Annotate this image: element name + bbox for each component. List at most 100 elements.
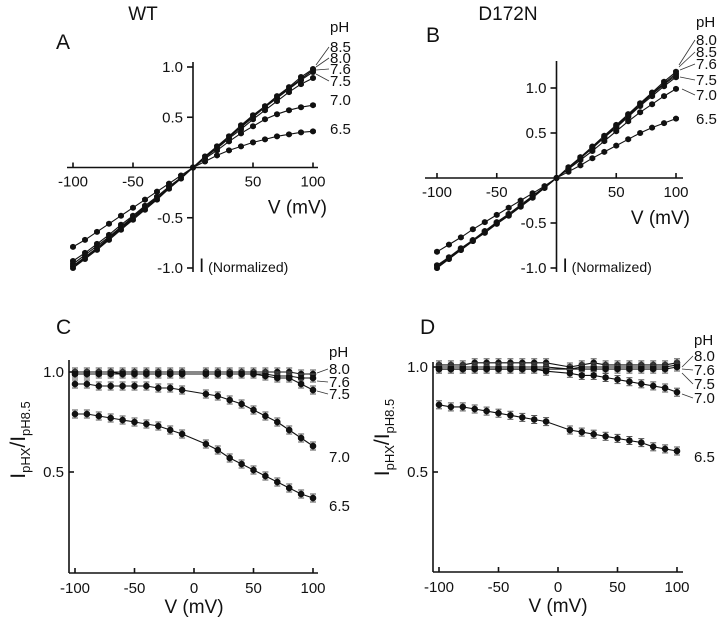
panel-a-y-tick-label: 0.5 bbox=[162, 109, 183, 126]
panel-b-data-point bbox=[434, 262, 440, 269]
panel-c-legend-leader bbox=[316, 380, 329, 383]
panel-c-data-point bbox=[119, 382, 126, 390]
panel-c-data-point bbox=[285, 374, 293, 382]
panel-b-legend-label: 7.0 bbox=[696, 87, 717, 104]
panel-d-y-tick-label: 0.5 bbox=[407, 464, 428, 481]
panel-b-data-point bbox=[505, 204, 512, 211]
panel-a-data-point bbox=[274, 98, 280, 105]
panel-c-data-point bbox=[155, 384, 162, 392]
panel-b-data-point bbox=[661, 83, 668, 90]
panel-b-data-point bbox=[505, 211, 512, 217]
column-title-d172n: D172N bbox=[478, 4, 537, 25]
panel-a-data-point bbox=[250, 123, 256, 130]
panel-c-legend-label: 7.6 bbox=[329, 374, 350, 391]
panel-a-data-point bbox=[178, 172, 184, 179]
panel-d-data-point bbox=[566, 370, 574, 377]
panel-b-legend-label: 8.0 bbox=[696, 32, 717, 49]
panel-b-data-point bbox=[469, 226, 476, 233]
panel-a-data-point bbox=[274, 111, 280, 118]
panel-b-x-tick-label: -50 bbox=[486, 184, 508, 201]
panel-d-data-point bbox=[495, 409, 502, 417]
panel-c-data-point bbox=[119, 416, 126, 424]
panel-d-data-point bbox=[530, 416, 538, 423]
panel-c-data-point bbox=[71, 380, 79, 388]
panel-b-data-point bbox=[517, 202, 524, 208]
panel-d-data-point bbox=[661, 365, 669, 373]
panel-c-data-point bbox=[226, 396, 233, 404]
panel-b-data-point bbox=[649, 124, 656, 131]
panel-c-data-point bbox=[131, 418, 138, 426]
panel-b-x-tick-label: -100 bbox=[422, 184, 452, 201]
panel-d-data-point bbox=[626, 365, 633, 373]
panel-letter-d: D bbox=[420, 316, 435, 339]
panel-b-data-point bbox=[673, 115, 679, 122]
panel-a-data-point bbox=[262, 116, 268, 123]
panel-c-data-point bbox=[95, 370, 103, 378]
panel-d-legend-leader bbox=[681, 372, 694, 385]
panel-d-data-point bbox=[578, 428, 586, 436]
panel-a-chart: -100 -50 50 100 1.0 0.5 -0.5 -1.0 V (mV) I (Norma… bbox=[58, 39, 351, 277]
panel-a-legend-leader bbox=[315, 57, 330, 68]
panel-d-data-point bbox=[495, 365, 502, 373]
panel-c-legend-title: pH bbox=[329, 344, 348, 361]
panel-d-data-point bbox=[483, 365, 490, 373]
panel-c-y-tick-label: 1.0 bbox=[43, 364, 64, 381]
panel-a-data-point bbox=[298, 81, 304, 88]
panel-b-data-point bbox=[589, 148, 596, 154]
panel-b-legend-leader bbox=[681, 88, 696, 96]
panel-b-legend-label: 6.5 bbox=[696, 111, 717, 128]
panel-b-data-point bbox=[613, 128, 620, 135]
panel-a-data-point bbox=[70, 243, 76, 250]
panel-a-legend-label: 8.0 bbox=[330, 50, 351, 67]
panel-b-data-point bbox=[434, 248, 440, 255]
panel-c-data-point bbox=[71, 370, 79, 378]
panel-a-data-point bbox=[298, 129, 304, 136]
panel-d-data-point bbox=[673, 388, 681, 396]
panel-c-x-tick-label: 0 bbox=[190, 580, 198, 597]
panel-b-data-point bbox=[529, 190, 536, 197]
panel-d-x-tick-label: -100 bbox=[424, 579, 454, 596]
panel-a-x-tick-label: -100 bbox=[58, 174, 88, 191]
panel-b-legend-label: 7.5 bbox=[696, 72, 717, 89]
panel-d-data-point bbox=[614, 376, 621, 383]
panel-c-data-point bbox=[143, 370, 150, 378]
panel-a-data-point bbox=[70, 257, 76, 264]
panel-b-data-point bbox=[577, 157, 584, 163]
panel-b-data-point bbox=[589, 155, 596, 162]
panel-c-data-point bbox=[166, 370, 174, 378]
panel-a-data-point bbox=[190, 164, 196, 171]
panel-d-data-point bbox=[542, 418, 550, 425]
panel-a-data-point bbox=[82, 236, 88, 243]
panel-c-data-point bbox=[107, 370, 114, 378]
panel-b-chart: -100 -50 50 100 1.0 0.5 -0.5 -1.0 V (mV) I (Norma… bbox=[422, 32, 717, 277]
panel-d-data-point bbox=[447, 365, 455, 373]
panel-a-data-point bbox=[262, 107, 268, 114]
panel-d-data-point bbox=[626, 378, 633, 386]
panel-d-data-point bbox=[519, 414, 526, 421]
panel-b-data-point bbox=[601, 148, 608, 155]
panel-a-data-point bbox=[142, 196, 148, 203]
panel-b-data-point bbox=[625, 113, 632, 120]
panel-c-data-point bbox=[166, 426, 174, 434]
panel-d-data-point bbox=[566, 426, 574, 434]
panel-b-data-point bbox=[649, 93, 656, 100]
panel-a-y-tick-label: -1.0 bbox=[157, 260, 183, 277]
panel-d-legend-leader bbox=[681, 368, 694, 371]
panel-d-data-point bbox=[542, 367, 550, 375]
panel-a-data-point bbox=[130, 204, 136, 211]
panel-b-data-point bbox=[565, 168, 572, 175]
panel-c-data-point bbox=[285, 426, 293, 434]
panel-a-data-point bbox=[214, 152, 220, 159]
panel-letter-b: B bbox=[426, 24, 440, 47]
panel-c-data-point bbox=[274, 478, 281, 486]
panel-c-data-point bbox=[95, 412, 103, 420]
panel-b-data-point bbox=[637, 109, 644, 116]
panel-d-data-point bbox=[661, 384, 669, 392]
panel-a-data-point bbox=[106, 231, 112, 238]
panel-a-data-point bbox=[202, 158, 208, 165]
panel-d-legend-label: 8.0 bbox=[694, 348, 715, 365]
panel-b-legend-leader bbox=[678, 39, 696, 66]
panel-a-data-point bbox=[286, 89, 292, 96]
